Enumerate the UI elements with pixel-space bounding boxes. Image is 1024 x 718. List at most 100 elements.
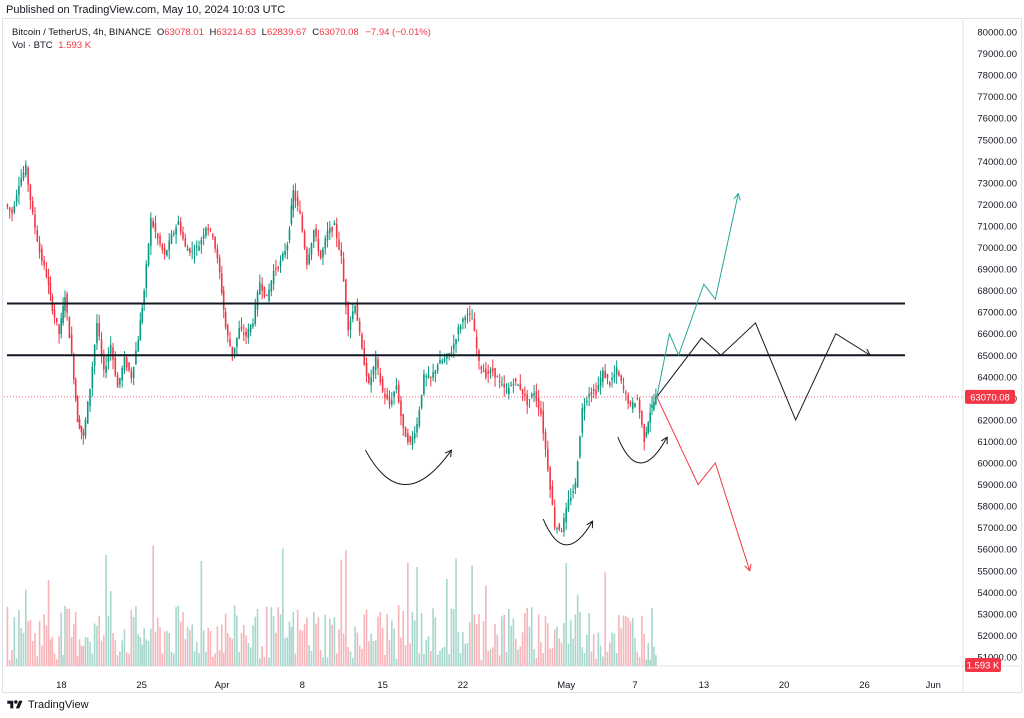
candle-body: [542, 410, 545, 434]
volume-bar: [184, 639, 187, 666]
candle-body: [418, 410, 421, 426]
candle-body: [402, 414, 405, 428]
volume-bar: [186, 627, 189, 666]
volume-bar: [286, 637, 289, 666]
candle-body: [141, 307, 144, 322]
candle-body: [261, 284, 263, 291]
volume-bar: [175, 607, 177, 666]
volume-bar: [331, 624, 333, 666]
candle-body: [216, 248, 219, 259]
volume-bar: [89, 641, 91, 666]
volume-bar: [268, 657, 270, 666]
footer-brand[interactable]: TradingView: [6, 699, 89, 711]
candle-body: [544, 432, 547, 450]
volume-bar: [245, 635, 247, 666]
volume-bar: [62, 655, 64, 666]
y-tick-label: 74000.00: [977, 157, 1017, 168]
volume-bar: [592, 633, 595, 666]
candle-body: [565, 508, 567, 523]
candle-body: [459, 326, 462, 330]
volume-bar: [608, 642, 611, 666]
volume-bar: [361, 648, 363, 666]
x-tick-label: 8: [300, 680, 305, 691]
volume-bar: [533, 649, 535, 666]
volume-bar: [121, 640, 123, 666]
volume-bar: [202, 630, 205, 666]
volume-bar: [409, 643, 411, 666]
volume-bar: [58, 636, 60, 666]
volume-bar: [294, 653, 297, 666]
volume-bar: [299, 629, 301, 666]
candle-body: [569, 497, 572, 501]
y-tick-label: 73000.00: [977, 178, 1017, 189]
volume-bar: [252, 625, 254, 666]
legend-symbol[interactable]: Bitcoin / TetherUS, 4h, BINANCE: [12, 27, 152, 38]
candle-body: [404, 427, 407, 438]
candle-body: [501, 383, 503, 385]
arc-arrow-head: [444, 449, 453, 458]
volume-bar: [43, 614, 45, 666]
y-tick-label: 52000.00: [977, 631, 1017, 642]
candle-body: [152, 220, 154, 227]
volume-bar: [354, 626, 356, 666]
candle-body: [109, 344, 112, 354]
candle-body: [34, 214, 36, 229]
volume-bar: [114, 640, 117, 666]
volume-bar: [413, 620, 416, 666]
candle-body: [166, 250, 168, 256]
candle-body: [310, 243, 313, 255]
candle-body: [226, 325, 229, 336]
candle-body: [20, 178, 23, 186]
volume-bar: [284, 638, 286, 666]
volume-bar: [315, 623, 317, 666]
volume-bar: [526, 607, 528, 666]
y-tick-label: 59000.00: [977, 480, 1017, 491]
candle-body: [655, 396, 657, 405]
volume-bar: [100, 640, 103, 666]
candle-body: [370, 377, 372, 386]
candle-body: [618, 372, 620, 376]
volume-bar: [150, 628, 152, 666]
candle-body: [636, 398, 639, 400]
volume-bar: [259, 658, 261, 666]
y-tick-label: 76000.00: [977, 114, 1017, 125]
volume-bar: [218, 650, 221, 666]
volume-bar: [556, 626, 558, 666]
volume-bar: [279, 614, 282, 666]
volume-bar: [209, 631, 212, 666]
volume-bar: [222, 652, 225, 666]
volume-bar: [41, 645, 43, 666]
volume-bar: [53, 653, 56, 666]
candle-body: [62, 305, 64, 324]
volume-bar: [455, 558, 457, 666]
volume-bar: [177, 605, 180, 666]
volume-bar: [641, 615, 643, 666]
volume-bar: [229, 636, 231, 666]
volume-bar: [8, 659, 11, 666]
candle-body: [335, 224, 338, 239]
volume-bar: [597, 632, 600, 666]
candle-body: [356, 304, 359, 321]
candle-body: [464, 317, 467, 321]
volume-bar: [78, 639, 81, 666]
candle-body: [43, 260, 45, 266]
volume-bar: [489, 649, 492, 666]
y-tick-label: 57000.00: [977, 523, 1017, 534]
volume-bar: [103, 635, 105, 666]
candle-body: [209, 228, 212, 230]
candle-body: [15, 195, 18, 202]
candle-body: [170, 234, 173, 244]
candle-body: [553, 507, 556, 528]
candle-body: [55, 317, 58, 323]
legend-volume-label[interactable]: Vol · BTC: [12, 40, 53, 51]
candle-body: [45, 269, 48, 278]
legend-row-ohlc: Bitcoin / TetherUS, 4h, BINANCE O63078.0…: [12, 26, 431, 39]
candle-body: [139, 320, 142, 341]
volume-bar: [292, 611, 295, 666]
candle-body: [471, 318, 473, 320]
candle-body: [107, 354, 110, 363]
volume-bar: [312, 612, 315, 666]
candle-body: [86, 401, 89, 424]
volume-bar: [119, 651, 121, 666]
